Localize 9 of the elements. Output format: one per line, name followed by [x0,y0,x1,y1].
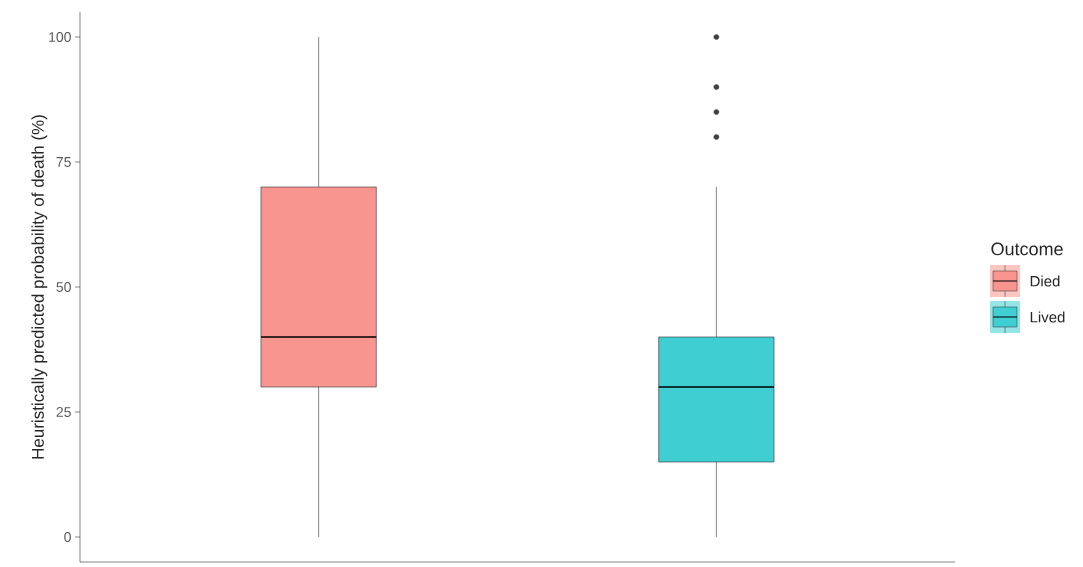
y-tick-label: 0 [64,532,71,542]
legend-label: Lived [1030,311,1065,323]
legend-title: Outcome [991,242,1063,256]
y-tick-label: 25 [56,407,71,417]
y-tick-label: 100 [49,32,71,42]
y-axis-title: Heuristically predicted probability of death (%) [31,115,48,459]
y-tick-label: 75 [56,157,71,167]
y-tick-label: 50 [56,282,71,292]
legend-label: Died [1030,275,1060,287]
